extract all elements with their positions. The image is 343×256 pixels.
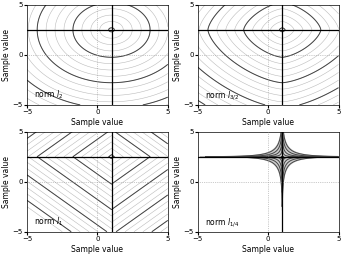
Text: norm $l_{3/2}$: norm $l_{3/2}$	[205, 89, 239, 102]
X-axis label: Sample value: Sample value	[71, 245, 123, 254]
Text: norm $l_2$: norm $l_2$	[34, 89, 63, 101]
X-axis label: Sample value: Sample value	[242, 118, 294, 127]
Text: norm $l_{1/4}$: norm $l_{1/4}$	[205, 216, 240, 229]
Y-axis label: Sample value: Sample value	[2, 29, 11, 81]
Y-axis label: Sample value: Sample value	[2, 156, 11, 208]
X-axis label: Sample value: Sample value	[71, 118, 123, 127]
Y-axis label: Sample value: Sample value	[173, 29, 182, 81]
X-axis label: Sample value: Sample value	[242, 245, 294, 254]
Y-axis label: Sample value: Sample value	[173, 156, 182, 208]
Text: norm $l_1$: norm $l_1$	[34, 216, 63, 228]
